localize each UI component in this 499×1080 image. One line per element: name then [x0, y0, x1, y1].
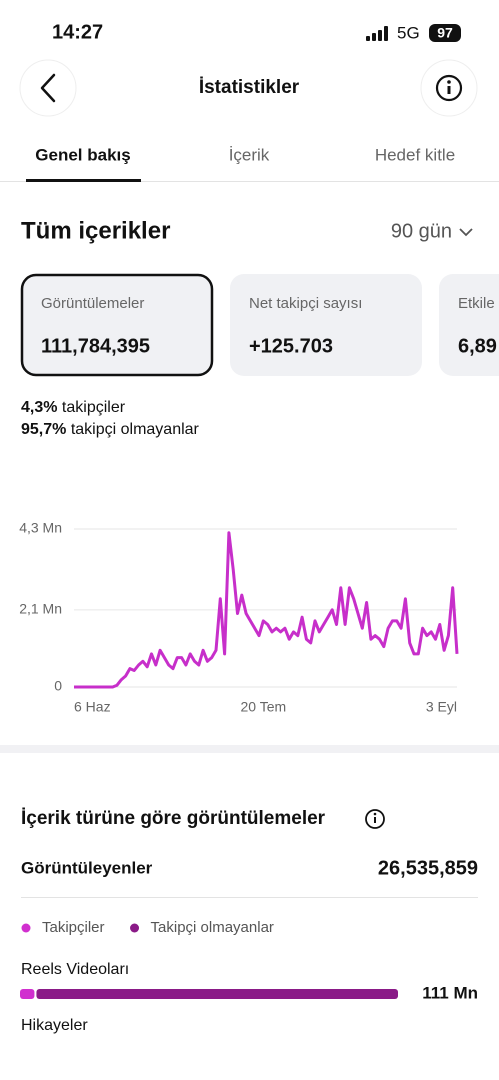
x-tick-label: 3 Eyl: [426, 699, 457, 715]
audience-share: 4,3%: [21, 399, 57, 416]
legend-swatch: [130, 923, 140, 933]
line-series: [74, 531, 459, 689]
card-value: 6,89: [458, 335, 497, 357]
x-tick-label: 20 Tem: [241, 699, 287, 715]
header-title: İstatistikler: [199, 77, 300, 98]
battery: [429, 24, 461, 42]
legend-label: Takipçiler: [42, 919, 105, 936]
card-label: Net takipçi sayısı: [249, 295, 362, 312]
info-icon: [435, 74, 463, 102]
signal-icon: [366, 26, 388, 41]
bar-total-label: 111 Mn: [422, 983, 478, 1002]
bar-segment: [36, 989, 398, 999]
y-tick-label: 2,1 Mn: [19, 601, 62, 617]
bar-segment: [20, 989, 35, 999]
audience-line: 4,3% takipçiler: [21, 399, 126, 416]
info-icon[interactable]: [365, 809, 385, 829]
status-network: 5G: [397, 23, 420, 42]
range-selector[interactable]: 90 gün: [391, 220, 452, 242]
section-title: Tüm içerikler: [21, 217, 170, 244]
card-value: +125.703: [249, 335, 333, 357]
info-icon-bar: [447, 86, 451, 94]
category-label: Hikayeler: [21, 1017, 88, 1034]
content-type-title: İçerik türüne göre görüntülemeler: [21, 808, 326, 829]
tab[interactable]: İçerik: [229, 145, 270, 164]
metric-card[interactable]: [20, 273, 214, 377]
audience-label: takipçiler: [62, 399, 126, 416]
status-time: 14:27: [52, 21, 103, 43]
card-value: 111,784,395: [41, 335, 150, 357]
tab[interactable]: Hedef kitle: [375, 145, 455, 164]
tab[interactable]: Genel bakış: [35, 145, 130, 164]
tab-divider: [0, 181, 499, 182]
audience-label: takipçi olmayanlar: [71, 421, 200, 438]
viewers-value: 26,535,859: [378, 857, 478, 879]
divider: [21, 897, 478, 898]
range-chevron: [459, 228, 473, 237]
audience-line: 95,7% takipçi olmayanlar: [21, 421, 200, 438]
audience-share: 95,7%: [21, 421, 66, 438]
viewers-label: Görüntüleyenler: [21, 858, 153, 877]
back-button[interactable]: [19, 59, 77, 117]
category-label: Reels Videoları: [21, 961, 129, 978]
legend-swatch: [21, 923, 31, 933]
section-separator: [0, 745, 499, 753]
tab-indicator: [26, 179, 141, 182]
legend-label: Takipçi olmayanlar: [151, 919, 274, 936]
y-tick-label: 4,3 Mn: [19, 520, 62, 536]
metric-card[interactable]: [439, 274, 499, 376]
info-icon-bar: [374, 817, 376, 823]
metric-card[interactable]: [230, 274, 422, 376]
info-icon-dot: [373, 812, 377, 816]
y-tick-label: 0: [54, 678, 62, 694]
battery-level: 97: [437, 25, 453, 41]
card-label: Görüntülemeler: [41, 295, 144, 312]
info-icon-dot: [447, 80, 451, 84]
back-icon: [40, 73, 56, 103]
card-label: Etkile: [458, 295, 495, 312]
x-tick-label: 6 Haz: [74, 699, 111, 715]
